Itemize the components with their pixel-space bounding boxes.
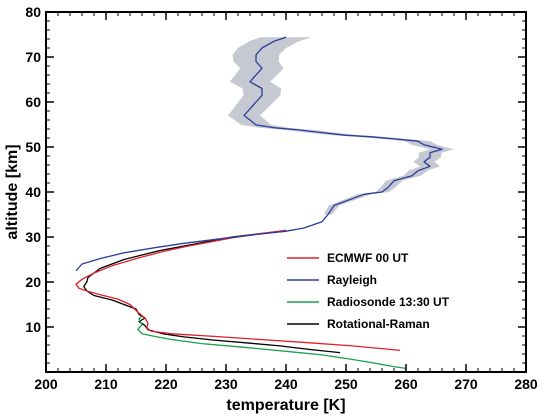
legend-label: ECMWF 00 UT — [327, 251, 409, 265]
legend-label: Radiosonde 13:30 UT — [327, 295, 450, 309]
x-tick-label: 220 — [154, 376, 178, 392]
y-tick-label: 40 — [25, 184, 41, 200]
plot-frame — [45, 11, 527, 373]
y-tick-label: 80 — [25, 4, 41, 20]
y-tick-label: 20 — [25, 274, 41, 290]
x-tick-label: 200 — [34, 376, 58, 392]
x-tick-label: 230 — [214, 376, 238, 392]
legend-label: Rotational-Raman — [327, 317, 430, 331]
series-line-ecmwf-00-ut — [75, 229, 401, 352]
rayleigh-uncertainty-band — [228, 37, 454, 215]
x-tick-label: 250 — [334, 376, 358, 392]
series-line-radiosonde-13-30-ut — [137, 315, 407, 370]
series-layer — [75, 36, 443, 370]
x-tick-label: 270 — [454, 376, 478, 392]
y-tick-label: 60 — [25, 94, 41, 110]
uncertainty-band-layer — [228, 37, 454, 215]
x-axis-label: temperature [K] — [226, 397, 345, 414]
y-axis-label: altitude [km] — [4, 144, 21, 239]
x-tick-label: 260 — [394, 376, 418, 392]
y-tick-label: 30 — [25, 229, 41, 245]
x-tick-label: 280 — [514, 376, 538, 392]
tick-layer: 200 210 220 230 240 250 260 270 280 10 20 30 40 50 60 7… — [25, 4, 537, 392]
legend: ECMWF 00 UT Rayleigh Radiosonde 13:30 UT Ro… — [287, 251, 450, 331]
x-tick-label: 210 — [94, 376, 118, 392]
series-line-rayleigh — [75, 36, 443, 272]
series-line-rotational-raman — [83, 230, 341, 354]
legend-label: Rayleigh — [327, 273, 377, 287]
y-tick-label: 10 — [25, 319, 41, 335]
y-tick-label: 70 — [25, 49, 41, 65]
x-tick-label: 240 — [274, 376, 298, 392]
y-tick-label: 50 — [25, 139, 41, 155]
